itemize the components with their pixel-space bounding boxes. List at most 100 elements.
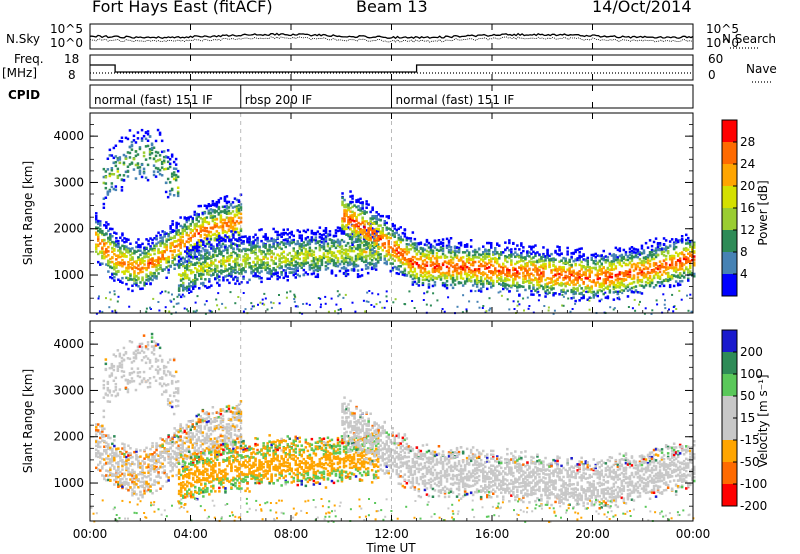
echo-cell: [109, 234, 112, 237]
echo-cell: [421, 271, 425, 275]
echo-cell: [578, 284, 581, 287]
echo-cell: [646, 255, 650, 259]
echo-cell: [494, 247, 497, 250]
echo-cell: [373, 222, 376, 225]
echo-cell: [155, 277, 158, 280]
echo-cell: [290, 261, 293, 264]
echo-cell: [366, 266, 370, 269]
echo-cell: [668, 256, 672, 259]
echo-cell: [568, 258, 571, 262]
echo-cell: [443, 272, 447, 275]
echo-cell: [554, 282, 557, 286]
echo-cell: [332, 254, 336, 258]
echo-cell: [520, 258, 523, 262]
echo-cell: [229, 225, 233, 228]
echo-cell: [427, 275, 431, 278]
echo-cell: [310, 259, 314, 263]
echo-cell: [465, 249, 469, 252]
echo-cell: [477, 256, 481, 259]
echo-cell: [638, 291, 642, 294]
echo-cell: [482, 251, 485, 254]
echo-cell: [350, 236, 354, 240]
echo-cell: [336, 244, 340, 247]
echo-cell: [582, 271, 585, 274]
echo-cell: [199, 228, 202, 232]
echo-cell: [153, 237, 156, 240]
echo-cell: [570, 265, 573, 269]
echo-cell: [461, 256, 465, 259]
echo-cell: [610, 262, 614, 266]
echo-cell: [616, 248, 620, 252]
echo-cell: [423, 248, 427, 251]
echo-cell: [248, 235, 251, 239]
echo-cell: [121, 270, 124, 274]
echo-cell: [363, 226, 366, 229]
echo-cell: [131, 252, 134, 255]
echo-cell: [367, 203, 370, 206]
echo-cell: [395, 228, 398, 232]
echo-cell: [407, 248, 411, 251]
echo-cell: [368, 247, 372, 250]
echo-cell: [584, 271, 587, 274]
echo-cell: [411, 262, 415, 266]
echo-cell: [151, 259, 154, 263]
echo-cell: [342, 262, 346, 265]
echo-cell: [159, 242, 162, 245]
echo-cell: [638, 272, 642, 275]
echo-cell: [604, 255, 608, 258]
echo-cell: [349, 200, 352, 204]
echo-cell: [399, 238, 402, 241]
echo-cell: [685, 247, 688, 250]
echo-cell: [316, 268, 320, 271]
echo-cell: [626, 258, 630, 262]
echo-cell: [367, 222, 370, 225]
echo-cell: [536, 287, 539, 291]
echo-cell: [397, 246, 400, 249]
echo-cell: [689, 241, 692, 245]
echo-cell: [250, 265, 253, 268]
echo-cell: [431, 268, 435, 272]
echo-cell: [475, 282, 479, 286]
echo-cell: [685, 261, 688, 265]
echo-cell: [560, 268, 563, 271]
echo-cell: [280, 247, 283, 251]
echo-cell: [342, 257, 346, 260]
echo-cell: [463, 251, 467, 254]
echo-cell: [449, 251, 453, 254]
echo-cell: [433, 240, 437, 243]
echo-cell: [385, 250, 388, 253]
echo-cell: [163, 242, 166, 246]
echo-cell: [256, 270, 259, 273]
echo-cell: [183, 258, 186, 261]
echo-cell: [346, 233, 350, 236]
echo-cell: [482, 273, 485, 277]
echo-cell: [397, 251, 400, 254]
echo-cell: [184, 260, 187, 264]
echo-cell: [630, 277, 634, 280]
echo-cell: [506, 273, 509, 276]
echo-cell: [445, 265, 449, 269]
echo-cell: [258, 245, 261, 249]
echo-cell: [399, 253, 402, 257]
echo-cell: [548, 286, 551, 290]
echo-cell: [304, 260, 308, 264]
echo-cell: [188, 286, 191, 290]
echo-cell: [646, 259, 650, 262]
echo-cell: [143, 263, 146, 266]
echo-cell: [256, 245, 259, 248]
echo-cell: [137, 272, 140, 275]
echo-cell: [137, 276, 140, 280]
echo-cell: [632, 262, 636, 266]
echo-cell: [393, 254, 396, 258]
echo-cell: [260, 280, 263, 284]
echo-cell: [240, 270, 243, 273]
echo-cell: [256, 236, 259, 240]
echo-cell: [582, 282, 585, 285]
echo-cell: [204, 265, 207, 268]
echo-cell: [183, 225, 186, 228]
echo-cell: [343, 204, 346, 207]
echo-cell: [441, 273, 445, 277]
echo-cell: [578, 270, 581, 273]
echo-cell: [664, 247, 668, 251]
echo-cell: [455, 256, 459, 259]
